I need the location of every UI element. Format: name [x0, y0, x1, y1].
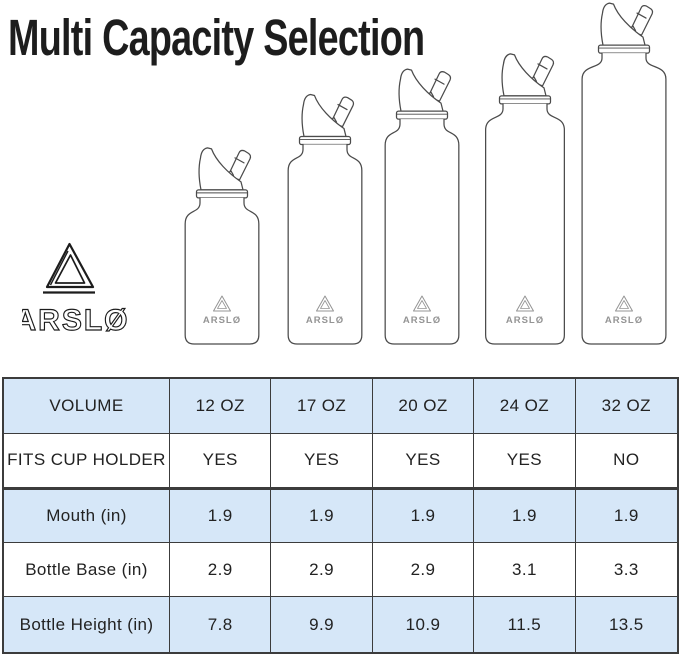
lid-ring [195, 189, 249, 199]
bottle-24oz: ARSLØ [485, 53, 565, 345]
straw-lid [298, 93, 355, 146]
bottle-brand-mark: ARSLØ [306, 295, 344, 326]
value-cell: YES [474, 433, 576, 489]
bottles-illustration: ARSLØ ARSLØ ARSLØ ARSLØ ARSLØ [184, 2, 667, 345]
value-cell: 20 OZ [372, 379, 475, 434]
value-cell: 24 OZ [474, 379, 576, 434]
brand-wordmark: ARSLØ [22, 304, 130, 337]
bottle-brand-mark: ARSLØ [203, 295, 241, 326]
bottle-brand-mark: ARSLØ [605, 295, 643, 326]
bottle-20oz: ARSLØ [384, 68, 460, 345]
page-title: Multi Capacity Selection [8, 9, 425, 66]
bottle-12oz: ARSLØ [184, 147, 260, 345]
bottle-brand-mark: ARSLØ [506, 295, 544, 326]
row-label-cell: Bottle Height (in) [4, 597, 170, 652]
row-label-cell: FITS CUP HOLDER [4, 433, 170, 489]
lid-ring [395, 110, 449, 120]
bottle-brand-text: ARSLØ [605, 315, 643, 326]
value-cell: 1.9 [575, 488, 677, 543]
value-cell: 3.1 [474, 542, 576, 598]
row-label-cell: Mouth (in) [4, 488, 170, 543]
value-cell: NO [575, 434, 677, 489]
value-cell: YES [372, 433, 475, 489]
value-cell: 3.3 [575, 543, 677, 598]
value-cell: 32 OZ [575, 379, 677, 434]
value-cell: 12 OZ [170, 379, 272, 434]
bottle-32oz: ARSLØ [581, 2, 667, 345]
value-cell: 11.5 [474, 597, 576, 652]
straw-lid [195, 147, 252, 199]
bottle-17oz: ARSLØ [287, 93, 363, 345]
straw-spout-icon [330, 96, 355, 128]
value-cell: 13.5 [575, 597, 677, 652]
bottle-body [485, 103, 565, 345]
straw-lid [395, 68, 452, 120]
lid-ring [597, 44, 651, 54]
row-label-cell: Bottle Base (in) [4, 542, 170, 598]
brand-triangle-icon [43, 242, 95, 294]
bottle-brand-text: ARSLØ [306, 315, 344, 326]
value-cell: 1.9 [170, 488, 272, 543]
lid-cap-icon [398, 68, 444, 112]
bottle-body [384, 118, 460, 345]
straw-lid [498, 53, 555, 105]
bottle-brand-text: ARSLØ [203, 315, 241, 326]
lid-cap-icon [600, 2, 646, 46]
bottle-brand-text: ARSLØ [403, 315, 441, 326]
lid-cap-icon [301, 93, 347, 138]
lid-ring [498, 95, 552, 105]
value-cell: 1.9 [271, 488, 373, 543]
bottle-brand-mark: ARSLØ [403, 295, 441, 326]
bottle-body [581, 52, 667, 345]
lid-ring [298, 135, 352, 146]
value-cell: 9.9 [271, 597, 373, 652]
value-cell: 1.9 [474, 488, 576, 543]
straw-spout-icon [427, 71, 452, 102]
bottle-body [184, 197, 260, 345]
value-cell: 2.9 [170, 542, 272, 598]
lid-cap-icon [198, 147, 244, 191]
row-label-cell: VOLUME [4, 379, 170, 434]
value-cell: 7.8 [170, 597, 272, 652]
spec-table: VOLUME 12 OZ 17 OZ 20 OZ 24 OZ 32 OZ FITS CUP … [2, 377, 679, 654]
value-cell: YES [271, 433, 373, 489]
value-cell: 10.9 [372, 597, 475, 652]
value-cell: YES [170, 433, 272, 489]
straw-spout-icon [530, 55, 555, 87]
brand-logo: ARSLØ [22, 242, 130, 338]
straw-lid [597, 2, 654, 54]
value-cell: 2.9 [372, 542, 475, 598]
bottle-brand-text: ARSLØ [506, 315, 544, 326]
value-cell: 1.9 [372, 488, 475, 543]
value-cell: 2.9 [271, 542, 373, 598]
value-cell: 17 OZ [271, 379, 373, 434]
bottle-body [287, 143, 363, 345]
straw-spout-icon [629, 5, 654, 36]
lid-cap-icon [501, 53, 547, 97]
straw-spout-icon [227, 149, 252, 181]
